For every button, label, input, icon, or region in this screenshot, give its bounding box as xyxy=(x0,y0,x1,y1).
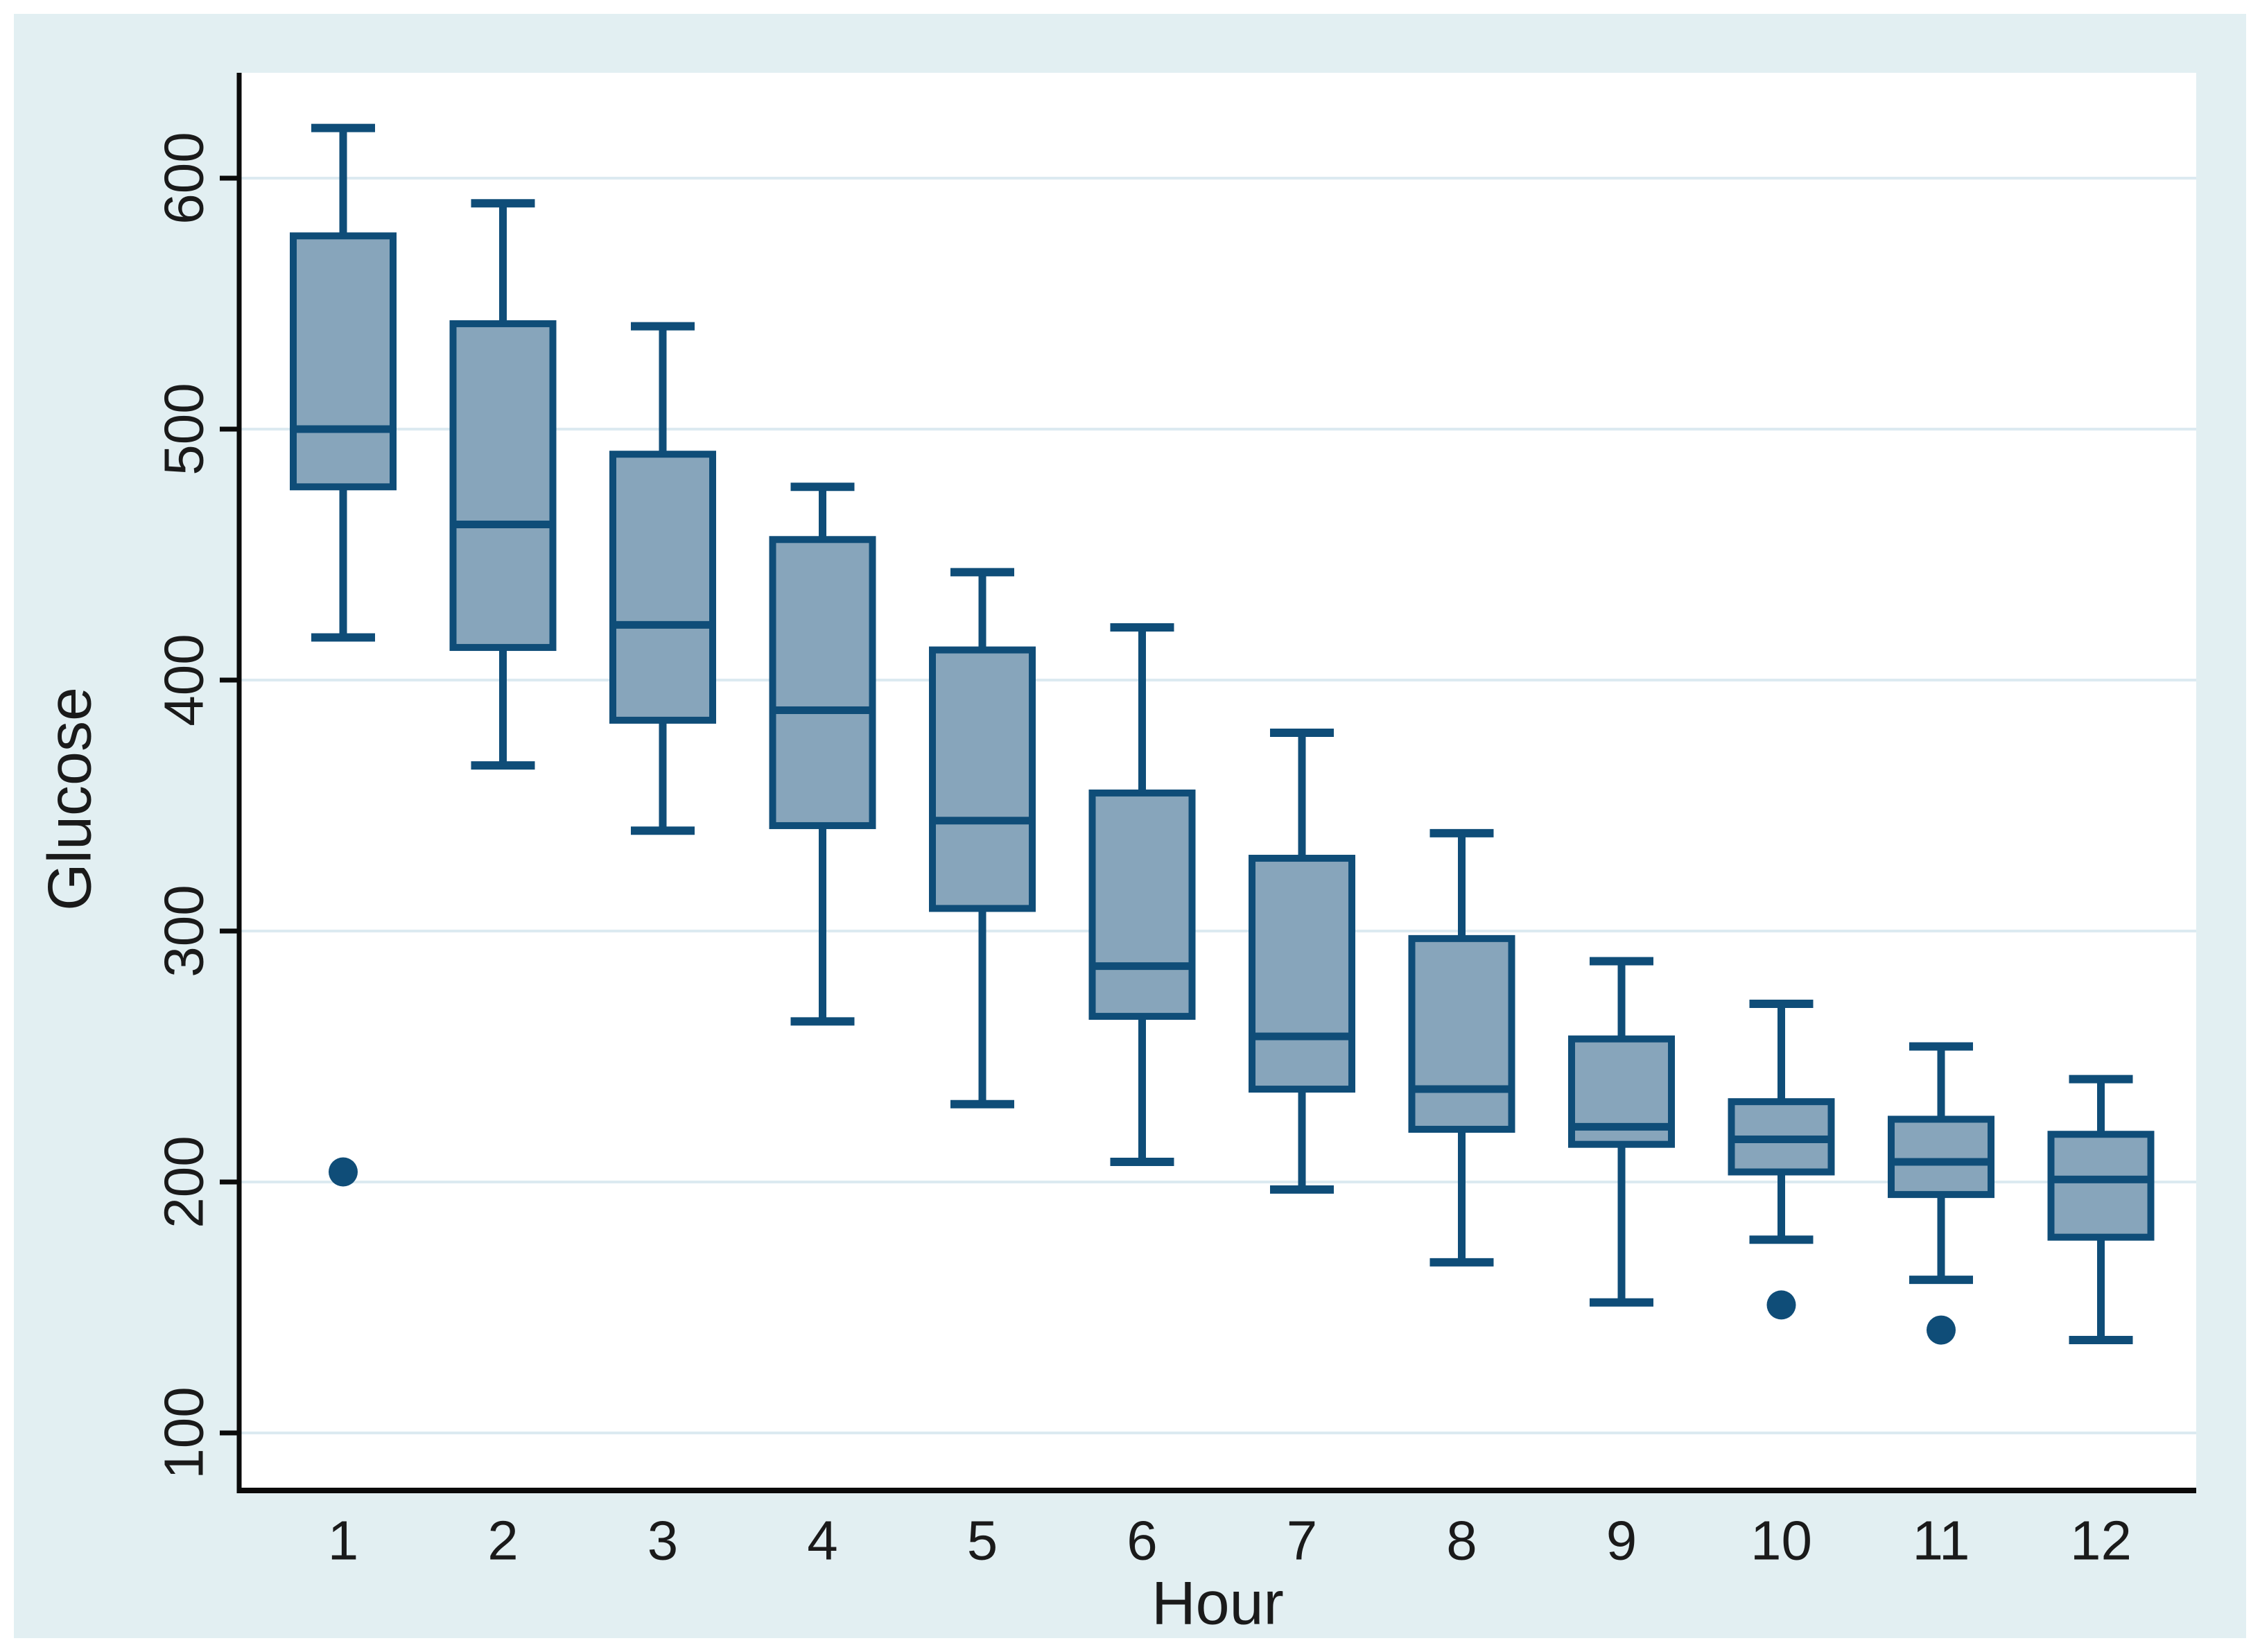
x-tick-label-5: 5 xyxy=(967,1510,998,1572)
iqr-box-hour-7 xyxy=(1249,855,1355,1093)
y-tick-label-400: 400 xyxy=(153,634,215,726)
outlier-dot-hour-10 xyxy=(1766,1290,1796,1320)
x-tick-label-2: 2 xyxy=(487,1510,519,1572)
x-tick-label-10: 10 xyxy=(1750,1510,1812,1572)
iqr-box-hour-3 xyxy=(609,451,716,724)
iqr-box-hour-11 xyxy=(1888,1115,1994,1199)
y-tick-label-300: 300 xyxy=(153,885,215,977)
y-tick-label-100: 100 xyxy=(153,1386,215,1479)
box-hour-4 xyxy=(769,482,876,1026)
x-tick-label-8: 8 xyxy=(1446,1510,1477,1572)
box-hour-2 xyxy=(449,199,557,770)
box-hour-3 xyxy=(609,322,716,835)
box-hour-1 xyxy=(290,123,397,1187)
x-tick-label-9: 9 xyxy=(1606,1510,1637,1572)
box-hour-5 xyxy=(929,568,1036,1108)
y-axis-title: Glucose xyxy=(35,687,104,911)
box-hour-8 xyxy=(1408,828,1515,1267)
iqr-box-hour-12 xyxy=(2047,1131,2155,1241)
x-tick-label-6: 6 xyxy=(1127,1510,1158,1572)
outlier-dot-hour-11 xyxy=(1927,1315,1956,1345)
y-tick-label-200: 200 xyxy=(153,1136,215,1228)
x-axis-title: Hour xyxy=(1151,1569,1284,1637)
box-hour-9 xyxy=(1568,957,1675,1307)
box-hour-12 xyxy=(2047,1075,2155,1345)
y-tick-label-600: 600 xyxy=(153,132,215,224)
x-tick-label-11: 11 xyxy=(1912,1510,1970,1572)
outlier-dot-hour-1 xyxy=(329,1157,358,1187)
iqr-box-hour-8 xyxy=(1408,934,1515,1133)
box-hour-11 xyxy=(1888,1042,1994,1345)
plot-area xyxy=(239,73,2196,1490)
y-tick-label-500: 500 xyxy=(153,383,215,475)
x-tick-label-3: 3 xyxy=(647,1510,679,1572)
x-tick-label-4: 4 xyxy=(807,1510,838,1572)
x-tick-label-12: 12 xyxy=(2070,1510,2132,1572)
box-hour-10 xyxy=(1728,999,1835,1320)
iqr-box-hour-5 xyxy=(929,646,1036,912)
x-tick-label-1: 1 xyxy=(328,1510,359,1572)
iqr-box-hour-2 xyxy=(449,320,557,651)
box-hour-6 xyxy=(1088,623,1196,1167)
box-hour-7 xyxy=(1249,729,1355,1194)
iqr-box-hour-1 xyxy=(290,232,397,491)
iqr-box-hour-4 xyxy=(769,536,876,829)
x-tick-label-7: 7 xyxy=(1287,1510,1318,1572)
iqr-box-hour-6 xyxy=(1088,789,1196,1020)
